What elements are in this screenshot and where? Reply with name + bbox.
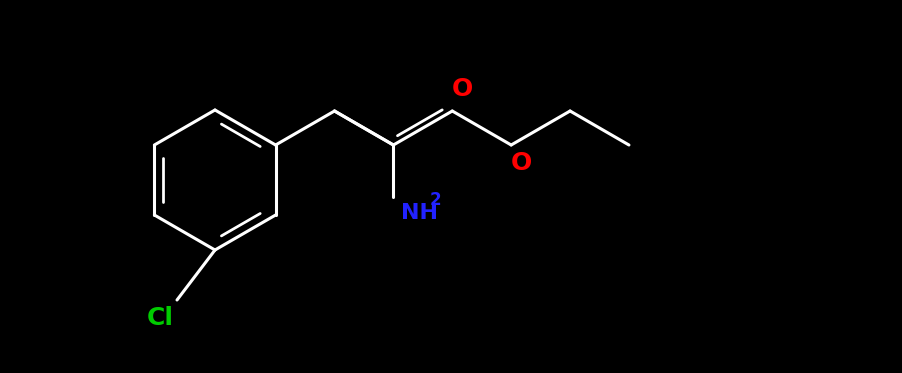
Text: Cl: Cl [146, 306, 173, 330]
Text: O: O [511, 151, 532, 175]
Text: NH: NH [401, 203, 438, 223]
Text: O: O [452, 77, 473, 101]
Text: 2: 2 [429, 191, 441, 209]
